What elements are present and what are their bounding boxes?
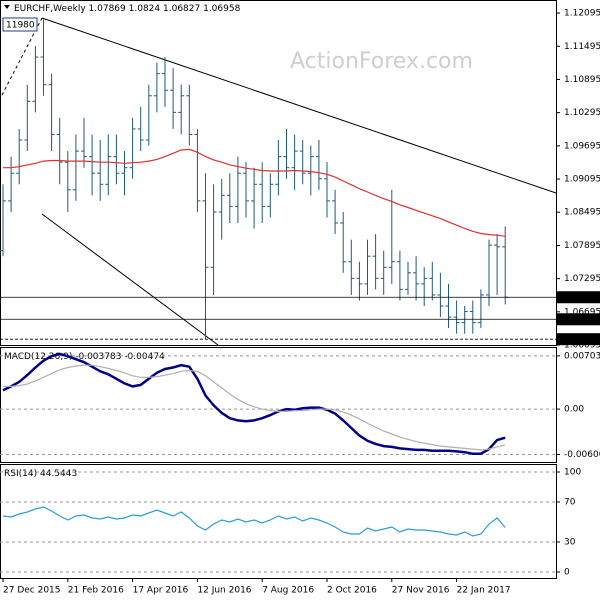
y-tick-label: 1.09095 — [564, 175, 600, 185]
y-tick-label: 0 — [564, 568, 570, 578]
rsi-readout: 44.5443 — [40, 469, 77, 479]
rsi-name: RSI(14) — [4, 469, 37, 479]
trend-line — [41, 17, 557, 194]
signal-readout: -0.00474 — [124, 352, 165, 362]
y-tick-label: 70 — [564, 498, 576, 508]
menu-arrow — [4, 5, 10, 9]
close: 1.06958 — [203, 4, 240, 14]
macd-readout: -0.003783 — [75, 352, 121, 362]
y-tick-label: 1.07895 — [564, 241, 600, 251]
macd-title: MACD(12,26,9) -0.003783 -0.00474 — [4, 352, 165, 362]
y-tick-label: 1.09695 — [564, 141, 600, 151]
x-tick-label: 17 Apr 2016 — [133, 586, 189, 596]
symbol: EURCHF,Weekly — [14, 4, 86, 14]
y-tick-label: 1.06695 — [564, 307, 600, 317]
macd-panel — [0, 347, 557, 463]
x-tick-label: 12 Jun 2016 — [197, 586, 251, 596]
high-label-box — [2, 17, 38, 32]
level-label: 38.2 — [560, 315, 580, 325]
low: 1.06827 — [163, 4, 200, 14]
y-tick-label: 1.07295 — [564, 274, 600, 284]
macd-name: MACD(12,26,9) — [4, 352, 72, 362]
x-tick-label: 7 Aug 2016 — [262, 586, 314, 596]
y-tick-label: 0.00 — [564, 405, 584, 415]
level-box — [557, 313, 600, 326]
y-tick-label: 1.08495 — [564, 208, 600, 218]
y-tick-label: 100 — [564, 468, 581, 478]
series-line — [2, 506, 506, 537]
high: 1.0824 — [129, 4, 161, 14]
x-tick-label: 21 Feb 2016 — [68, 586, 124, 596]
level-label: 1.06200 — [560, 335, 597, 345]
rsi-panel — [0, 464, 557, 579]
y-tick-label: 1.10295 — [564, 108, 600, 118]
price-panel — [0, 0, 557, 346]
open: 1.07869 — [89, 4, 126, 14]
header: EURCHF,Weekly 1.07869 1.0824 1.06827 1.0… — [14, 4, 241, 14]
rsi-title: RSI(14) 44.5443 — [4, 469, 77, 479]
x-tick-label: 27 Dec 2015 — [3, 586, 61, 596]
y-tick-label: 1.11495 — [564, 42, 600, 52]
level-box — [557, 333, 600, 346]
y-tick-label: 1.06095 — [564, 341, 600, 351]
y-tick-label: 30 — [564, 538, 576, 548]
x-tick-label: 22 Jan 2017 — [457, 586, 511, 596]
x-tick-label: 27 Nov 2016 — [392, 586, 450, 596]
trend-line — [41, 213, 219, 346]
x-tick-label: 2 Oct 2016 — [327, 586, 377, 596]
high-label: 11980 — [6, 21, 35, 31]
series-line — [2, 352, 506, 455]
level-box — [557, 291, 600, 304]
y-tick-label: 0.007037 — [564, 351, 600, 361]
watermark: ActionForex.com — [290, 49, 473, 74]
y-tick-label: -0.006004 — [564, 450, 600, 460]
y-tick-label: 1.10895 — [564, 75, 600, 85]
y-tick-label: 1.12095 — [564, 9, 600, 19]
level-label: 1.06958 — [560, 293, 597, 303]
series-line — [3, 364, 506, 451]
series-line — [3, 148, 506, 237]
